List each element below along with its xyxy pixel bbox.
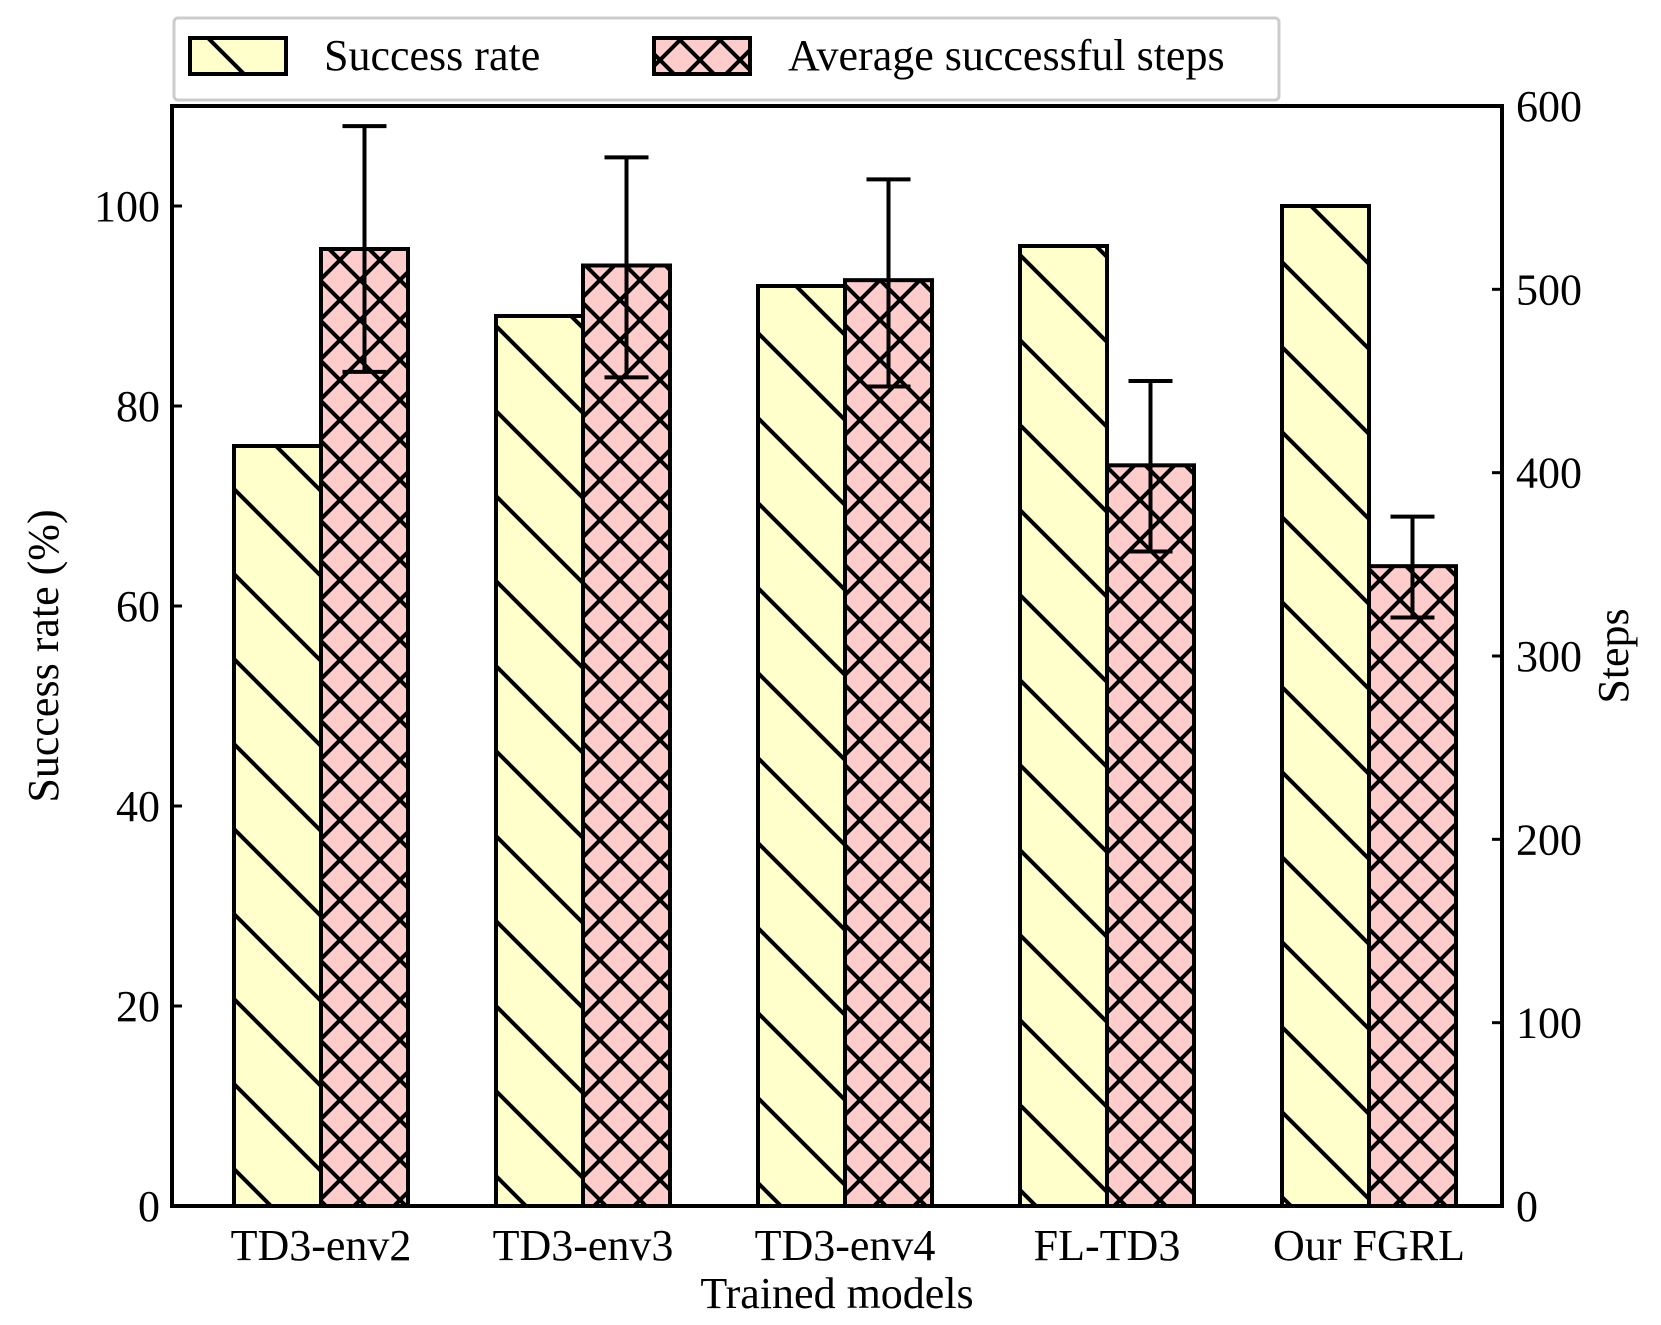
y2-tick-label: 600	[1516, 82, 1582, 131]
bar-success-rate	[1280, 204, 1371, 1208]
y-tick-label: 0	[138, 1182, 160, 1231]
x-tick-label: FL-TD3	[1034, 1221, 1181, 1270]
x-axis-title: Trained models	[700, 1269, 973, 1318]
legend-label-success-rate: Success rate	[324, 31, 540, 80]
bar-avg-steps	[581, 263, 672, 1208]
y2-tick-label: 100	[1516, 999, 1582, 1048]
x-tick-label: TD3-env2	[231, 1221, 412, 1270]
bar-avg-steps	[1105, 463, 1196, 1209]
y-tick-label: 20	[116, 982, 160, 1031]
x-tick-label: Our FGRL	[1273, 1221, 1465, 1270]
y-tick-label: 100	[94, 182, 160, 231]
y2-tick-label: 500	[1516, 265, 1582, 314]
bar-avg-steps	[843, 278, 934, 1208]
y2-tick-label: 300	[1516, 632, 1582, 681]
bar-success-rate	[494, 314, 585, 1208]
bar-success-rate	[232, 444, 323, 1208]
y2-tick-label: 200	[1516, 815, 1582, 864]
ticks-layer: TD3-env2 TD3-env3 TD3-env4 FL-TD3 Our FGRL 0 2…	[94, 82, 1582, 1270]
legend: Success rate Average successful steps	[172, 16, 1281, 102]
legend-swatch-success-rate	[188, 36, 288, 76]
y-axis-title: Success rate (%)	[19, 509, 68, 802]
y-tick-label: 40	[116, 782, 160, 831]
bar-success-rate	[1018, 244, 1109, 1208]
bar-avg-steps	[1367, 564, 1458, 1208]
y2-tick-label: 400	[1516, 449, 1582, 498]
legend-swatch-steps	[652, 36, 752, 76]
x-tick-label: TD3-env3	[493, 1221, 674, 1270]
legend-label-steps: Average successful steps	[788, 31, 1225, 80]
y2-tick-label: 0	[1516, 1182, 1538, 1231]
y-tick-label: 80	[116, 382, 160, 431]
bars-layer	[232, 124, 1458, 1209]
bar-success-rate	[756, 284, 847, 1208]
bar-avg-steps	[319, 247, 410, 1208]
y-tick-label: 60	[116, 582, 160, 631]
x-tick-label: TD3-env4	[755, 1221, 936, 1270]
y2-axis-title: Steps	[1589, 608, 1638, 703]
